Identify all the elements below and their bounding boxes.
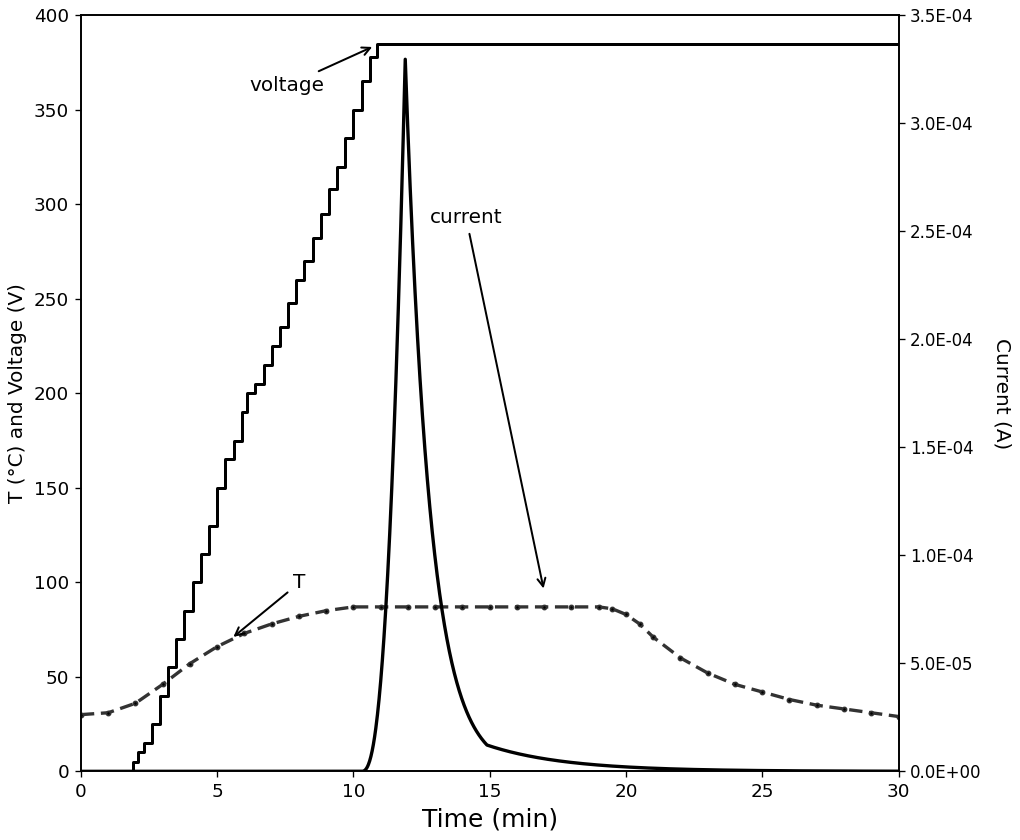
Text: T: T [235, 573, 306, 636]
Text: voltage: voltage [250, 48, 370, 95]
Y-axis label: Current (A): Current (A) [992, 338, 1012, 449]
Y-axis label: T (°C) and Voltage (V): T (°C) and Voltage (V) [8, 283, 28, 503]
X-axis label: Time (min): Time (min) [421, 808, 558, 832]
Text: current: current [429, 208, 546, 586]
